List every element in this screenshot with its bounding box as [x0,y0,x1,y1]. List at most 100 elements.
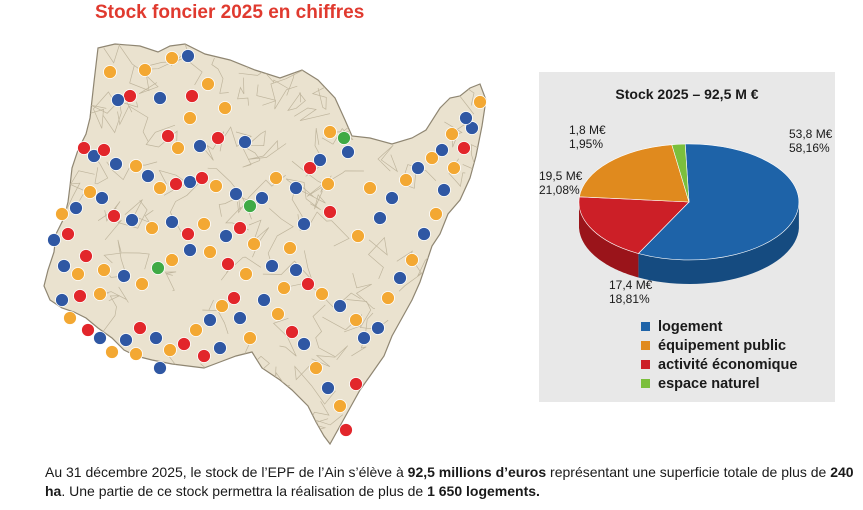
commune-boundary [404,395,433,425]
site-marker [405,253,419,267]
site-marker [193,139,207,153]
pie-slice-activité-économique [578,196,690,254]
site-marker [117,269,131,283]
commune-boundary [44,424,52,444]
site-marker [219,229,233,243]
commune-boundary [240,144,261,168]
commune-boundary [285,178,321,211]
commune-boundary [65,44,82,88]
commune-boundary [44,371,56,392]
site-marker [209,179,223,193]
commune-boundary [237,77,249,106]
legend-item: espace naturel [641,374,797,393]
site-marker [125,213,139,227]
commune-boundary [221,396,255,441]
site-marker [203,245,217,259]
site-marker [321,381,335,395]
site-marker [243,331,257,345]
site-marker [233,221,247,235]
commune-boundary [456,227,477,253]
commune-boundary [118,44,150,92]
legend-label: espace naturel [658,375,760,392]
site-marker [323,205,337,219]
site-marker [83,185,97,199]
site-marker [271,307,285,321]
commune-boundary [157,406,204,435]
site-marker [457,141,471,155]
site-marker [93,331,107,345]
chart-legend: logement équipement public activité écon… [641,317,797,393]
commune-boundary [89,91,116,129]
site-marker [247,237,261,251]
commune-boundary [294,365,336,405]
commune-boundary [256,84,298,110]
site-marker [97,263,111,277]
site-marker [363,181,377,195]
site-marker [218,101,232,115]
site-marker [309,361,323,375]
slice-label-espace-naturel: 1,8 M€1,95% [569,123,606,151]
site-marker [55,293,69,307]
commune-boundary [398,89,422,115]
site-marker [165,215,179,229]
site-marker [371,321,385,335]
slice-percent-label: 18,81% [609,292,650,306]
commune-boundary [367,236,388,280]
site-marker [165,253,179,267]
site-marker [437,183,451,197]
site-marker [239,267,253,281]
site-marker [445,127,459,141]
commune-boundary [219,380,251,407]
site-marker [417,227,431,241]
commune-boundary [312,304,336,357]
pie-side-logement [638,204,799,284]
site-marker [289,181,303,195]
slice-label-équipement-public: 19,5 M€21,08% [539,169,583,197]
pie-slice-espace-naturel [671,143,690,203]
commune-boundary [248,140,287,160]
pie-chart: 53,8 M€58,16%17,4 M€18,81%19,5 M€21,08%1… [539,123,833,306]
site-marker [399,173,413,187]
site-marker [341,145,355,159]
site-marker [243,199,257,213]
site-marker [238,135,252,149]
site-marker [277,281,291,295]
site-marker [459,111,473,125]
site-marker [351,229,365,243]
commune-boundary [218,196,262,217]
legend-swatch-logement [641,322,650,331]
site-marker [79,249,93,263]
commune-boundary [262,250,313,281]
commune-boundary [44,76,77,133]
site-marker [411,161,425,175]
site-marker [323,125,337,139]
site-marker [183,175,197,189]
slice-value-label: 53,8 M€ [789,127,833,141]
commune-boundary [202,299,229,335]
commune-boundary [287,92,306,111]
site-marker [229,187,243,201]
site-marker [57,259,71,273]
site-marker [129,159,143,173]
site-marker [181,49,195,63]
site-marker [47,233,61,247]
site-marker [213,341,227,355]
legend-label: activité économique [658,356,798,373]
legend-swatch-equipement-public [641,341,650,350]
site-marker [138,63,152,77]
site-marker [373,211,387,225]
commune-boundary [145,124,178,148]
site-marker [315,287,329,301]
site-marker [357,331,371,345]
site-marker [473,95,487,109]
commune-boundary [469,44,486,77]
site-marker [349,313,363,327]
commune-boundary [100,295,120,335]
site-marker [177,337,191,351]
site-marker [165,51,179,65]
site-marker [93,287,107,301]
site-marker [169,177,183,191]
site-marker [333,299,347,313]
commune-boundary [267,208,294,272]
commune-boundary [307,211,350,247]
